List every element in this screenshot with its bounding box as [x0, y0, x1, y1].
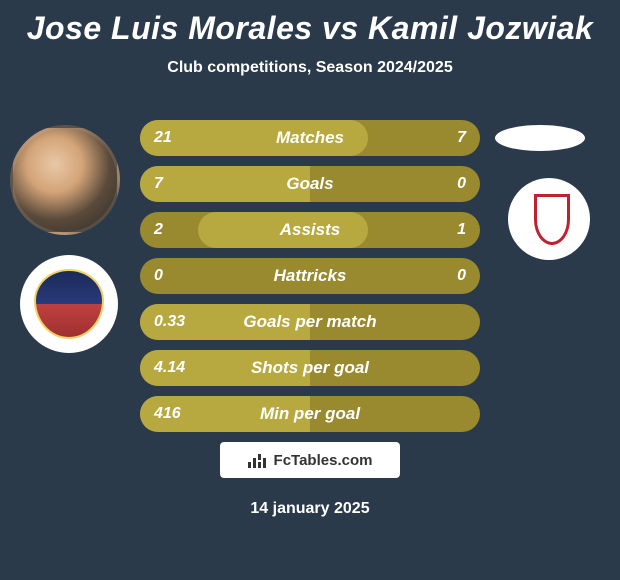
stat-row: 0Hattricks0 — [140, 258, 480, 294]
subtitle: Club competitions, Season 2024/2025 — [0, 59, 620, 77]
player-left-avatar — [10, 125, 120, 235]
stat-label: Min per goal — [140, 404, 480, 424]
comparison-bars: 21Matches77Goals02Assists10Hattricks00.3… — [140, 120, 480, 442]
stat-right-value: 0 — [457, 267, 466, 285]
club-right-badge — [508, 178, 590, 260]
stat-label: Matches — [140, 128, 480, 148]
stat-right-value: 0 — [457, 175, 466, 193]
club-left-badge — [20, 255, 118, 353]
player-right-avatar — [495, 125, 585, 151]
page-title: Jose Luis Morales vs Kamil Jozwiak — [0, 0, 620, 47]
chart-icon — [248, 452, 268, 468]
stat-row: 4.14Shots per goal — [140, 350, 480, 386]
club-right-crest-icon — [524, 189, 574, 249]
stat-row: 2Assists1 — [140, 212, 480, 248]
stat-label: Assists — [140, 220, 480, 240]
stat-row: 416Min per goal — [140, 396, 480, 432]
stat-row: 21Matches7 — [140, 120, 480, 156]
stat-row: 7Goals0 — [140, 166, 480, 202]
stat-label: Shots per goal — [140, 358, 480, 378]
stat-label: Goals — [140, 174, 480, 194]
stat-right-value: 7 — [457, 129, 466, 147]
stat-label: Goals per match — [140, 312, 480, 332]
stat-label: Hattricks — [140, 266, 480, 286]
stat-row: 0.33Goals per match — [140, 304, 480, 340]
stat-right-value: 1 — [457, 221, 466, 239]
brand-text: FcTables.com — [274, 452, 373, 469]
date-label: 14 january 2025 — [0, 500, 620, 518]
brand-footer: FcTables.com — [220, 442, 400, 478]
club-left-crest-icon — [34, 269, 104, 339]
